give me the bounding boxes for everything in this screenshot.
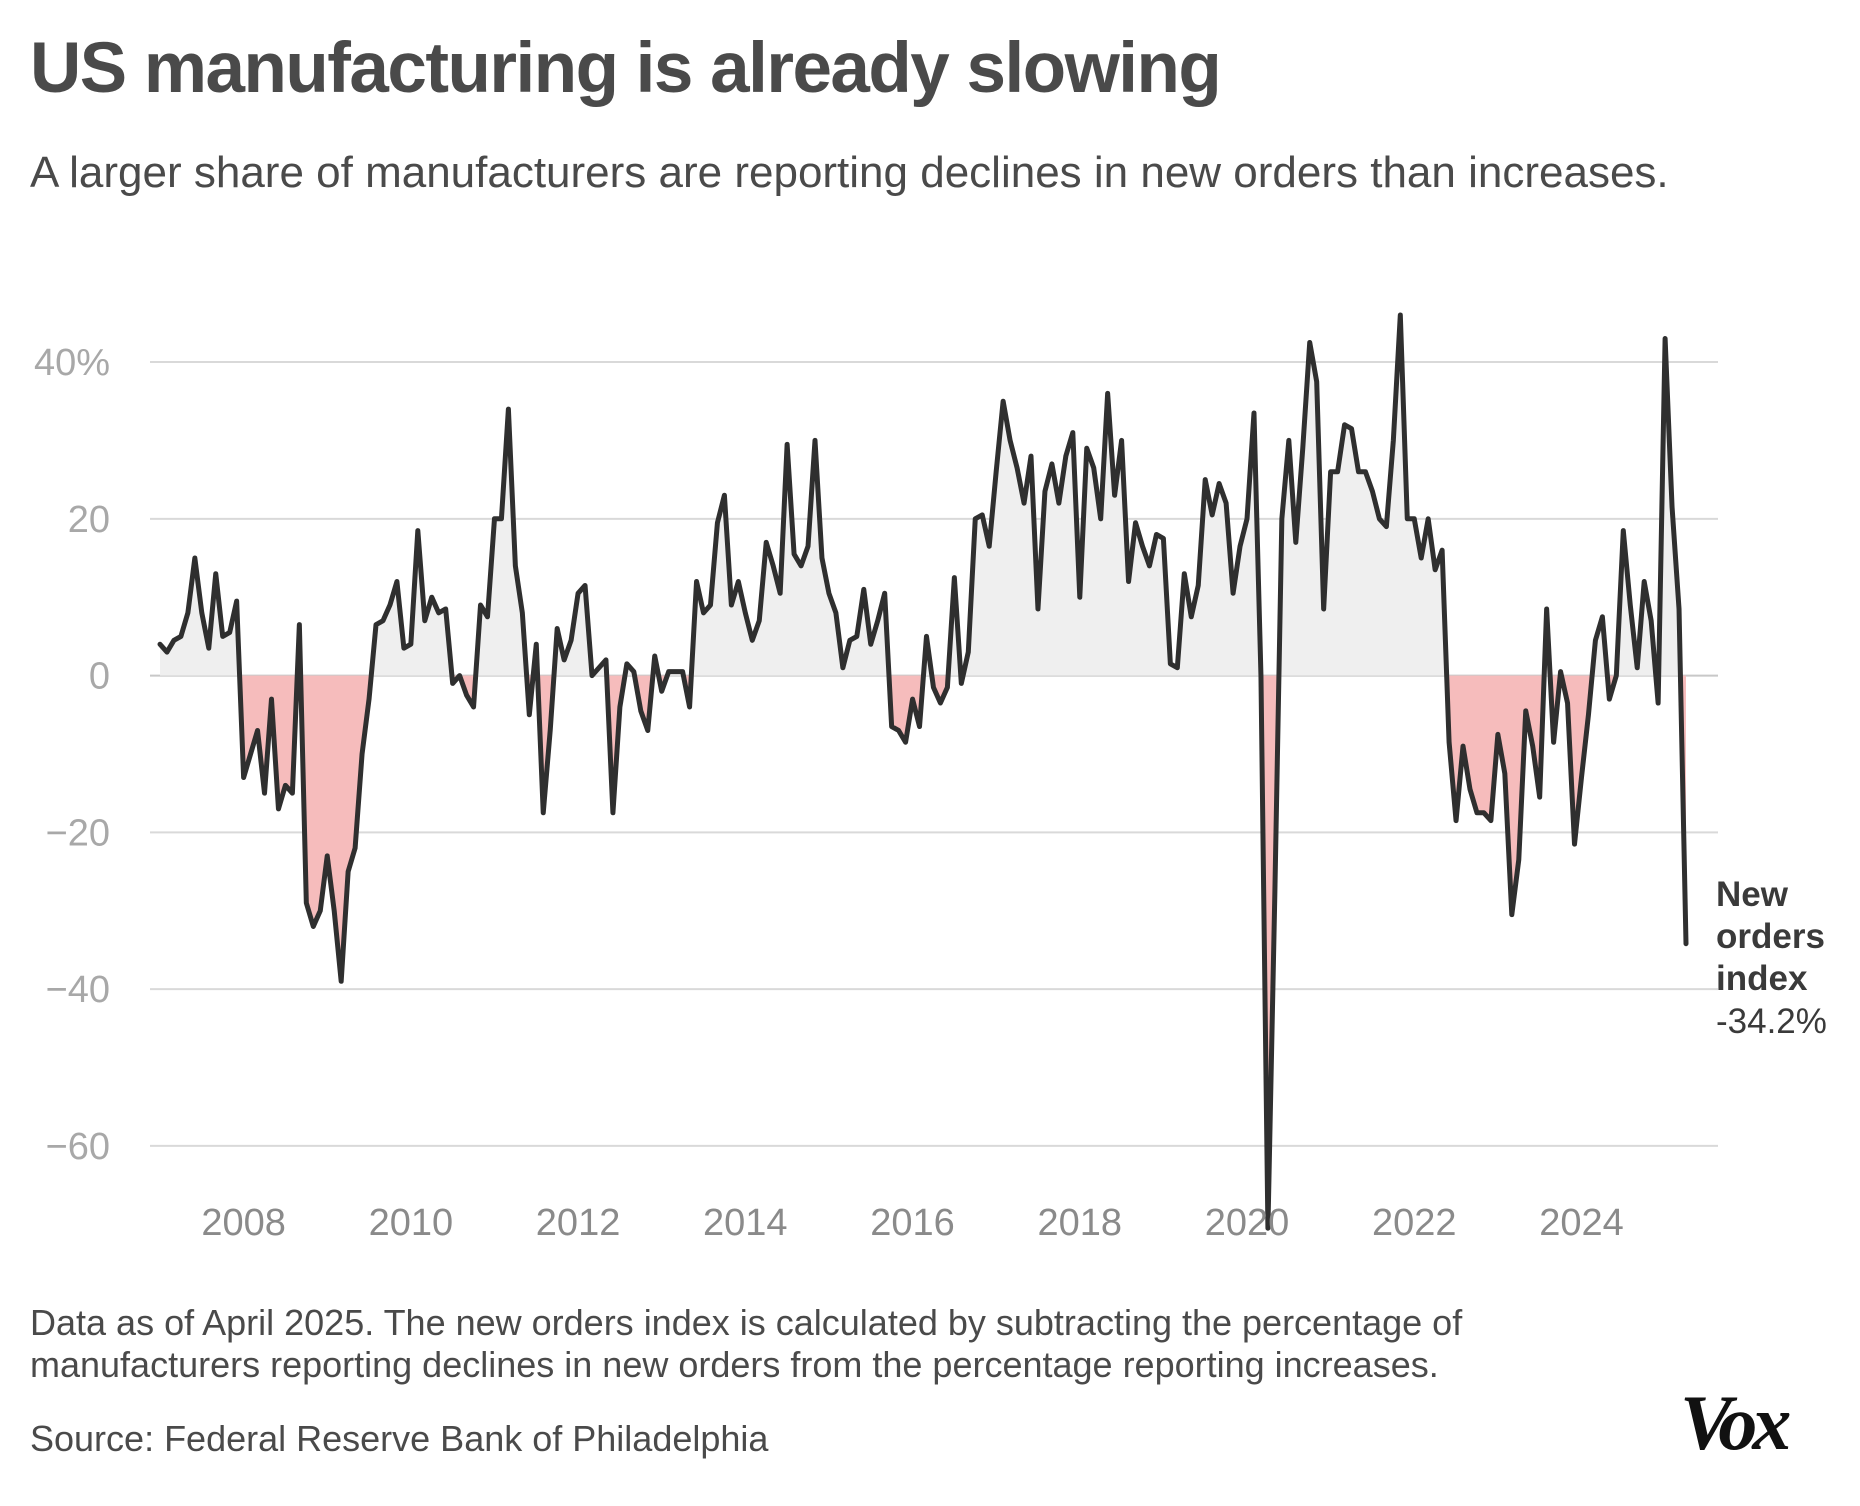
x-axis-ticks: 2008 2010 2012 2014 2016 2018 2020 2022 2024 bbox=[201, 1202, 1623, 1244]
y-tick-label: 20 bbox=[68, 499, 110, 541]
y-tick-label: −60 bbox=[46, 1126, 110, 1168]
series-layer bbox=[157, 312, 1689, 1231]
x-tick-label: 2016 bbox=[870, 1202, 955, 1244]
end-label-name: New orders index bbox=[1716, 875, 1825, 998]
negative-area bbox=[931, 675, 949, 704]
x-tick-label: 2014 bbox=[703, 1202, 788, 1244]
positive-area bbox=[371, 530, 452, 676]
positive-area bbox=[553, 585, 607, 676]
negative-area bbox=[888, 675, 924, 743]
negative-area bbox=[239, 675, 298, 809]
end-label-value: -34.2% bbox=[1716, 1002, 1827, 1041]
source-note: Source: Federal Reserve Bank of Philadel… bbox=[30, 1418, 769, 1459]
y-tick-label: −20 bbox=[46, 812, 110, 854]
vox-logo: Vox bbox=[1680, 1379, 1791, 1466]
positive-area bbox=[160, 558, 240, 676]
chart-subtitle: A larger share of manufacturers are repo… bbox=[30, 148, 1669, 197]
positive-area bbox=[475, 409, 527, 676]
x-tick-label: 2024 bbox=[1539, 1202, 1624, 1244]
y-tick-label: 0 bbox=[89, 656, 110, 698]
y-tick-label: −40 bbox=[46, 969, 110, 1011]
x-tick-label: 2012 bbox=[536, 1202, 621, 1244]
footnote: Data as of April 2025. The new orders in… bbox=[30, 1302, 1463, 1385]
positive-area bbox=[1278, 315, 1447, 676]
negative-area bbox=[300, 675, 372, 982]
x-tick-label: 2008 bbox=[201, 1202, 286, 1244]
series-line-new-orders-index bbox=[157, 312, 1689, 1231]
negative-area bbox=[1446, 675, 1545, 915]
x-tick-label: 2020 bbox=[1205, 1202, 1290, 1244]
line-chart: 40% 20 0 −20 −40 −60 2008 2010 2012 2014 2016 2018… bbox=[34, 312, 1718, 1244]
x-tick-label: 2022 bbox=[1372, 1202, 1457, 1244]
x-tick-label: 2018 bbox=[1038, 1202, 1123, 1244]
positive-area bbox=[691, 440, 889, 676]
y-tick-label: 40% bbox=[34, 342, 110, 384]
area-fills bbox=[160, 315, 1686, 1229]
y-axis-ticks: 40% 20 0 −20 −40 −60 bbox=[34, 342, 110, 1168]
chart-title: US manufacturing is already slowing bbox=[30, 29, 1222, 108]
x-tick-label: 2010 bbox=[369, 1202, 454, 1244]
